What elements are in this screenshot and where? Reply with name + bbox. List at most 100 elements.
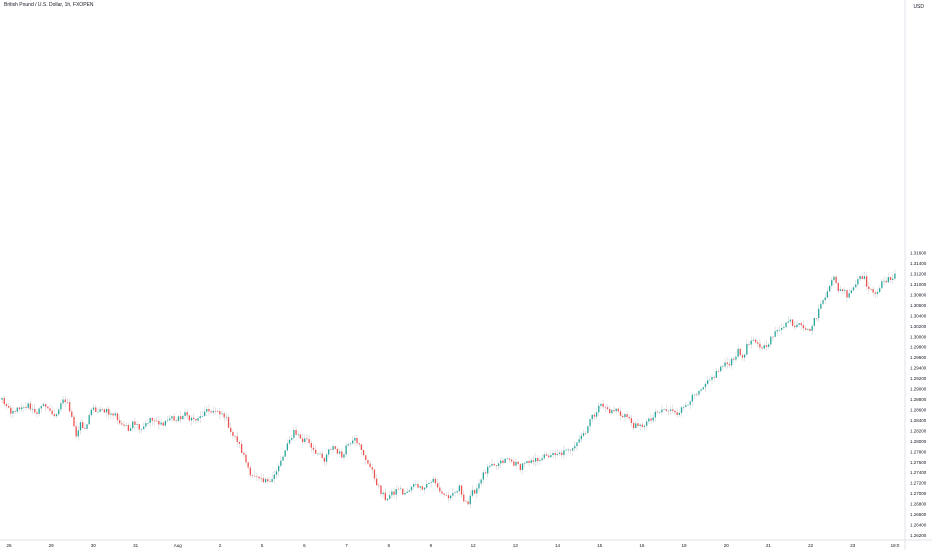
candle-up — [88, 415, 90, 425]
x-tick-label: 20 — [724, 543, 730, 548]
candle-down — [123, 424, 125, 426]
candle-down — [223, 413, 225, 418]
candle-down — [726, 362, 728, 364]
candle-down — [436, 483, 439, 488]
candle-up — [456, 491, 458, 493]
candle-up — [430, 482, 432, 483]
y-tick-label: 1.28000 — [910, 439, 927, 444]
candle-down — [870, 289, 872, 290]
candle-down — [71, 411, 73, 417]
candle-up — [879, 288, 881, 292]
candle-up — [746, 344, 748, 355]
candle-up — [264, 479, 267, 483]
candle-down — [672, 409, 674, 411]
candle-down — [608, 409, 611, 414]
candle-down — [434, 478, 437, 484]
candle-up — [683, 406, 685, 408]
candle-down — [465, 501, 467, 502]
candle-up — [611, 410, 613, 414]
y-tick-label: 1.30400 — [910, 313, 927, 318]
candle-up — [709, 379, 711, 381]
candle-up — [504, 458, 506, 463]
candle-down — [739, 348, 741, 356]
candle-up — [833, 276, 835, 281]
candle-up — [678, 412, 680, 415]
y-tick-label: 1.27600 — [910, 460, 927, 465]
candle-up — [521, 463, 524, 470]
candle-down — [256, 476, 258, 477]
candle-down — [103, 409, 106, 413]
candle-down — [258, 476, 260, 479]
candle-down — [73, 416, 75, 427]
x-tick-label: 9 — [430, 543, 433, 548]
candle-down — [121, 423, 123, 425]
candle-down — [195, 419, 197, 421]
candle-up — [774, 331, 776, 337]
candle-down — [156, 420, 158, 422]
candle-up — [698, 390, 700, 395]
candle-up — [750, 340, 752, 345]
candle-up — [737, 348, 739, 357]
candle-up — [97, 411, 99, 413]
candle-up — [469, 495, 471, 505]
candle-up — [354, 438, 356, 441]
candle-down — [717, 371, 720, 372]
candle-up — [500, 460, 502, 464]
candle-up — [199, 416, 201, 419]
candle-down — [713, 377, 715, 378]
candle-down — [463, 494, 465, 502]
candle-up — [744, 354, 746, 358]
candle-up — [23, 406, 25, 408]
candle-up — [700, 389, 702, 391]
candle-up — [543, 454, 545, 459]
candle-up — [386, 498, 389, 501]
candle-down — [238, 442, 241, 444]
candle-down — [25, 406, 27, 408]
candle-down — [49, 408, 51, 411]
y-tick-label: 1.26800 — [910, 502, 927, 507]
candle-down — [397, 489, 400, 490]
x-tick-label: 23 — [850, 543, 856, 548]
candle-up — [824, 297, 826, 301]
candle-up — [706, 380, 709, 384]
candle-down — [728, 363, 731, 366]
candle-down — [554, 452, 556, 455]
candle-down — [508, 458, 511, 460]
candle-down — [247, 462, 249, 468]
candle-up — [534, 458, 537, 462]
candle-up — [722, 366, 724, 367]
candle-up — [345, 445, 347, 455]
candle-down — [537, 458, 539, 462]
candle-down — [243, 452, 245, 455]
candle-up — [524, 463, 526, 464]
candle-up — [489, 465, 491, 467]
candle-up — [184, 412, 186, 416]
candle-up — [413, 484, 415, 487]
candle-down — [809, 328, 811, 331]
candle-down — [885, 280, 887, 283]
candle-up — [404, 493, 406, 495]
candle-down — [696, 394, 698, 396]
candle-up — [140, 429, 143, 430]
candle-down — [650, 418, 652, 421]
candle-down — [29, 403, 32, 410]
candle-down — [234, 435, 236, 437]
y-tick-label: 1.31600 — [910, 251, 927, 256]
candle-down — [51, 410, 53, 415]
candle-up — [887, 277, 890, 283]
candle-up — [177, 416, 180, 422]
candle-down — [308, 439, 310, 443]
candle-down — [53, 414, 56, 417]
candle-up — [659, 412, 661, 413]
y-tick-label: 1.30000 — [910, 334, 927, 339]
candle-up — [652, 417, 654, 421]
candle-up — [715, 371, 717, 378]
candle-down — [626, 414, 628, 417]
candle-down — [180, 416, 182, 420]
candle-up — [589, 419, 591, 427]
candle-up — [778, 329, 781, 331]
candle-up — [277, 465, 280, 472]
candle-down — [569, 449, 572, 451]
candle-up — [881, 281, 883, 289]
candle-down — [637, 423, 639, 426]
